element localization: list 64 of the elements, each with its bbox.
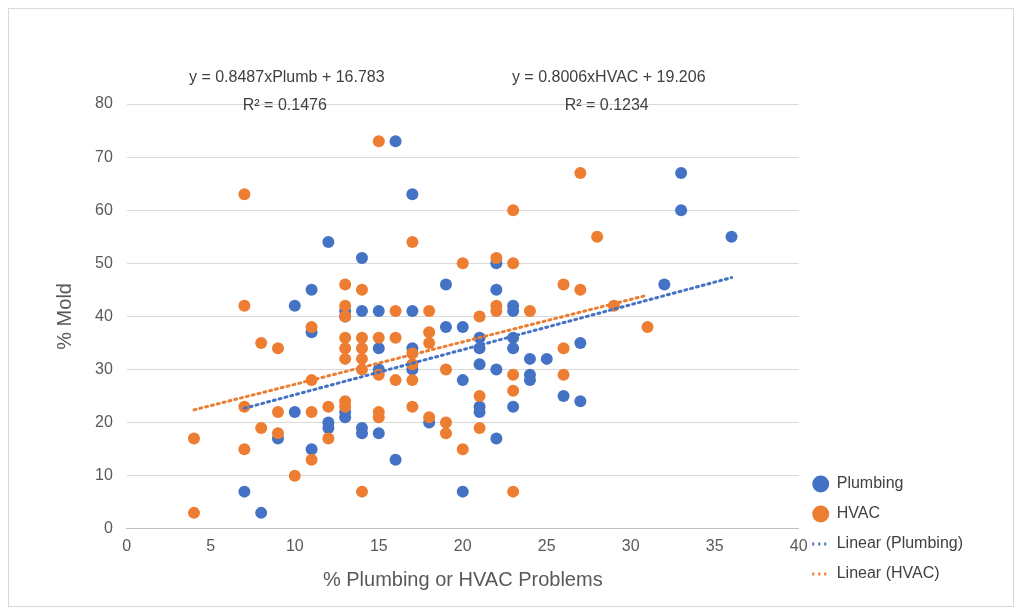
point <box>456 321 469 334</box>
point <box>658 278 671 291</box>
point <box>490 283 503 296</box>
point <box>507 342 520 355</box>
legend-label: HVAC <box>836 504 880 522</box>
point <box>507 400 520 413</box>
x-tick-label: 35 <box>705 536 724 554</box>
point <box>406 305 419 318</box>
point <box>389 135 402 148</box>
point <box>288 405 301 418</box>
y-tick-label: 40 <box>95 306 113 324</box>
point <box>456 374 469 387</box>
point <box>473 358 486 371</box>
point <box>305 443 318 456</box>
text: y = 0.8006xHVAC + 19.206 <box>511 68 706 86</box>
legend-label: Plumbing <box>836 474 904 492</box>
point <box>372 342 385 355</box>
y-axis-title: % Mold <box>52 283 75 350</box>
point <box>725 230 738 243</box>
point <box>322 236 335 249</box>
point <box>439 321 452 334</box>
point <box>288 299 301 312</box>
x-tick-label: 5 <box>206 536 216 554</box>
point <box>255 506 268 519</box>
y-tick-label: 50 <box>95 253 113 271</box>
legend-label: Linear (Plumbing) <box>836 534 963 552</box>
point <box>372 427 385 440</box>
point <box>439 278 452 291</box>
text: y = 0.8487xPlumb + 16.783 <box>188 68 385 86</box>
annotation: R² = 0.1476 <box>242 96 327 114</box>
x-tick-label: 40 <box>789 536 808 554</box>
point <box>574 336 587 349</box>
y-tick-label: 70 <box>95 147 113 165</box>
point <box>305 283 318 296</box>
point <box>557 390 570 403</box>
x-tick-label: 20 <box>453 536 472 554</box>
x-tick-label: 0 <box>122 536 132 554</box>
y-tick-label: 0 <box>103 519 113 537</box>
x-tick-label: 25 <box>537 536 556 554</box>
y-tick-label: 10 <box>95 466 113 484</box>
x-tick-label: 10 <box>285 536 304 554</box>
x-axis-title: % Plumbing or HVAC Problems <box>322 567 603 590</box>
point <box>675 204 688 217</box>
legend-label: Linear (HVAC) <box>836 564 940 582</box>
point <box>490 432 503 445</box>
y-tick-label: 60 <box>95 200 113 218</box>
point <box>490 363 503 376</box>
point <box>372 305 385 318</box>
point <box>574 395 587 408</box>
y-tick-label: 80 <box>95 94 113 112</box>
x-tick-label: 15 <box>369 536 388 554</box>
y-tick-label: 20 <box>95 413 113 431</box>
point <box>355 305 368 318</box>
point <box>406 188 419 201</box>
point <box>540 352 553 365</box>
x-tick-label: 30 <box>621 536 640 554</box>
point <box>355 251 368 264</box>
y-tick-label: 30 <box>95 359 113 377</box>
point <box>456 485 469 498</box>
annotation: R² = 0.1234 <box>564 96 649 114</box>
point <box>675 167 688 180</box>
point <box>238 485 251 498</box>
point <box>389 453 402 466</box>
point <box>523 352 536 365</box>
